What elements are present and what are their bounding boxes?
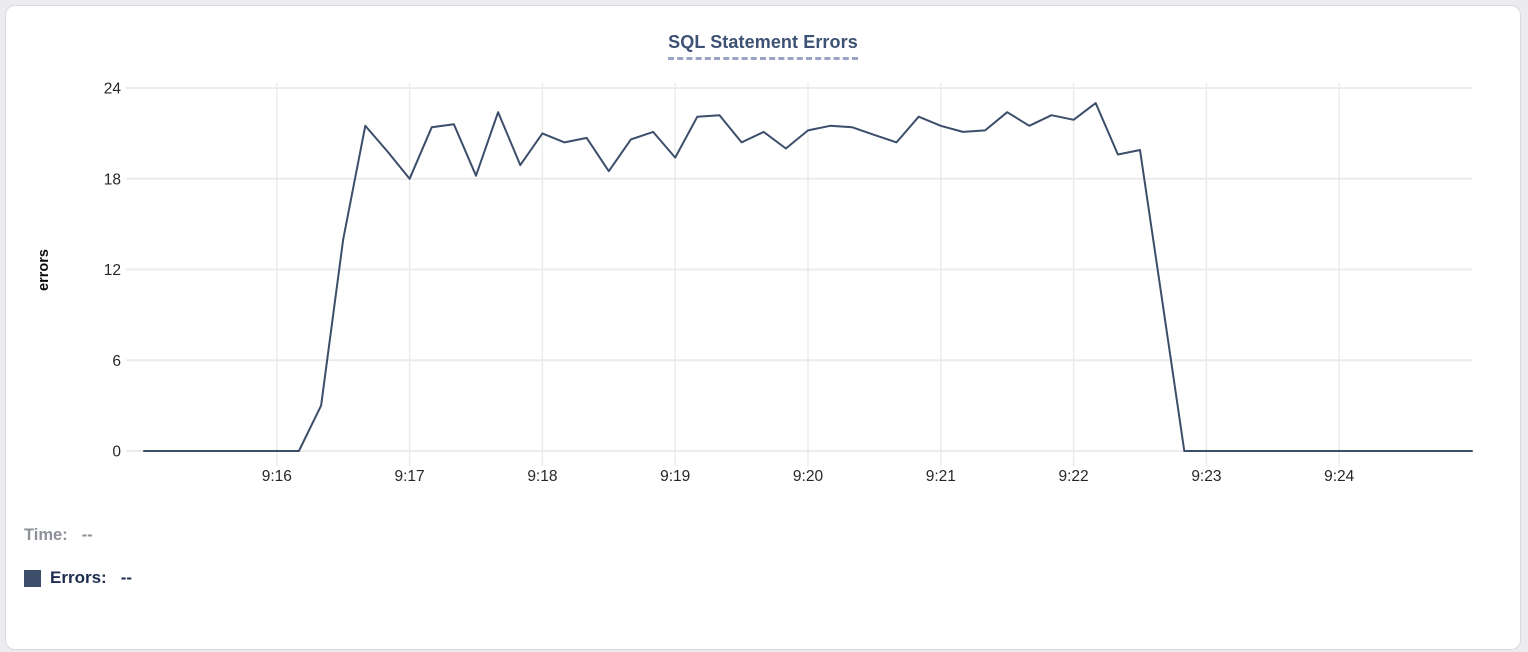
y-tick-label: 24 xyxy=(104,81,122,98)
tooltip-time-row: Time: -- xyxy=(24,524,1520,546)
x-tick-label: 9:21 xyxy=(926,468,956,485)
x-tick-label: 9:23 xyxy=(1191,468,1221,485)
chart-tooltip: Time: -- Errors: -- xyxy=(24,524,1520,589)
x-tick-label: 9:18 xyxy=(527,468,557,485)
errors-series-swatch xyxy=(24,569,41,587)
chart-title[interactable]: SQL Statement Errors xyxy=(668,32,858,60)
tick-labels: 0 6 12 18 24 9:16 9:17 9:18 9:19 9:20 9:21 9:22 9:23… xyxy=(104,81,1355,486)
x-tick-label: 9:16 xyxy=(262,468,292,485)
chart-header: SQL Statement Errors xyxy=(6,32,1520,67)
gridlines xyxy=(126,83,1472,466)
y-tick-label: 18 xyxy=(104,171,121,188)
x-tick-label: 9:22 xyxy=(1059,468,1089,485)
x-tick-label: 9:17 xyxy=(395,468,425,485)
y-axis-label: errors xyxy=(36,249,52,291)
y-tick-label: 0 xyxy=(112,444,121,461)
x-tick-label: 9:19 xyxy=(660,468,690,485)
x-tick-label: 9:20 xyxy=(793,468,824,485)
chart-card: SQL Statement Errors 0 6 12 18 24 9:16 9:17 9:1… xyxy=(5,5,1521,650)
y-tick-label: 12 xyxy=(104,262,121,279)
tooltip-time-value: -- xyxy=(81,525,93,544)
errors-chart[interactable]: 0 6 12 18 24 9:16 9:17 9:18 9:19 9:20 9:21 9:22 9:23… xyxy=(6,67,1520,497)
errors-series-line xyxy=(143,102,1473,452)
tooltip-errors-row: Errors: -- xyxy=(24,567,1520,589)
x-tick-label: 9:24 xyxy=(1324,468,1355,485)
tooltip-errors-label: Errors: xyxy=(50,568,107,587)
y-tick-label: 6 xyxy=(112,353,121,370)
tooltip-errors-value: -- xyxy=(120,568,133,587)
tooltip-time-label: Time: xyxy=(24,525,68,544)
